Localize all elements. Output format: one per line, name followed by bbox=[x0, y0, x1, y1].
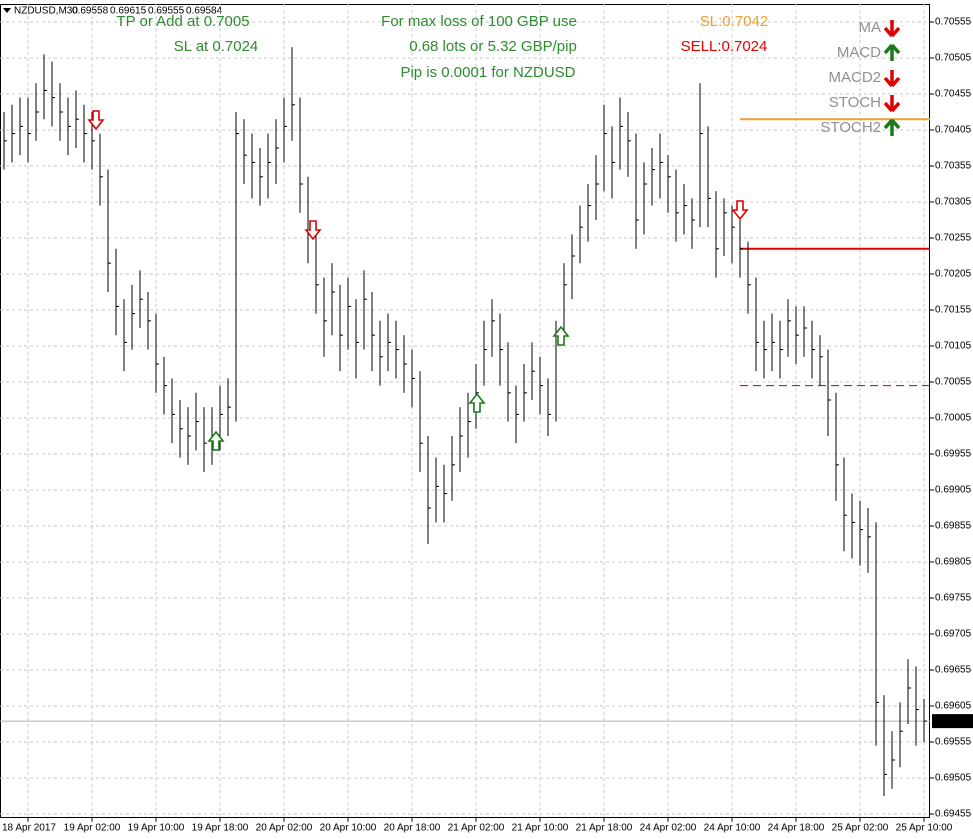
x-tick-label: 20 Apr 10:00 bbox=[320, 823, 377, 834]
y-tick-label: 0.70505 bbox=[935, 53, 972, 64]
buy-arrow bbox=[468, 392, 486, 413]
y-tick-label: 0.70455 bbox=[935, 89, 972, 100]
y-tick-label: 0.69905 bbox=[935, 485, 972, 496]
x-tick-label: 19 Apr 02:00 bbox=[64, 823, 121, 834]
annotation: SL:0.7042 bbox=[700, 13, 768, 30]
x-tick-label: 19 Apr 10:00 bbox=[128, 823, 185, 834]
symbol-icon bbox=[3, 8, 11, 13]
indicator-arrow bbox=[883, 118, 901, 136]
annotation: TP or Add at 0.7005 bbox=[116, 13, 249, 30]
indicator-arrow bbox=[883, 43, 901, 61]
y-tick-label: 0.70405 bbox=[935, 125, 972, 136]
buy-arrow bbox=[207, 430, 225, 451]
ohlc-value: 0.69584 bbox=[186, 6, 223, 17]
x-tick-label: 21 Apr 02:00 bbox=[448, 823, 505, 834]
annotation: Pip is 0.0001 for NZDUSD bbox=[400, 64, 575, 81]
x-tick-label: 25 Apr 02:00 bbox=[832, 823, 889, 834]
x-tick-label: 24 Apr 10:00 bbox=[704, 823, 761, 834]
x-tick-label: 20 Apr 18:00 bbox=[384, 823, 441, 834]
annotation: For max loss of 100 GBP use bbox=[381, 13, 577, 30]
y-tick-label: 0.70555 bbox=[935, 17, 972, 28]
ohlc-value: 0.69558 bbox=[72, 6, 109, 17]
y-tick-label: 0.70305 bbox=[935, 197, 972, 208]
x-tick-label: 21 Apr 10:00 bbox=[512, 823, 569, 834]
y-tick-label: 0.69455 bbox=[935, 809, 972, 820]
y-tick-label: 0.69755 bbox=[935, 593, 972, 604]
x-tick-label: 25 Apr 10:00 bbox=[896, 823, 953, 834]
sell-arrow bbox=[731, 200, 749, 221]
buy-arrow bbox=[552, 325, 570, 346]
y-tick-label: 0.70005 bbox=[935, 413, 972, 424]
y-tick-label: 0.70355 bbox=[935, 161, 972, 172]
indicator-name: STOCH2 bbox=[820, 119, 881, 136]
x-tick-label: 24 Apr 02:00 bbox=[640, 823, 697, 834]
y-tick-label: 0.69505 bbox=[935, 773, 972, 784]
current-price-box bbox=[932, 714, 973, 729]
y-tick-label: 0.70155 bbox=[935, 305, 972, 316]
sell-arrow bbox=[304, 220, 322, 241]
y-tick-label: 0.69805 bbox=[935, 557, 972, 568]
y-tick-label: 0.70105 bbox=[935, 341, 972, 352]
x-tick-label: 18 Apr 2017 bbox=[2, 823, 56, 834]
indicator-name: MA bbox=[859, 19, 882, 36]
indicator-name: MACD bbox=[837, 44, 881, 61]
x-tick-label: 19 Apr 18:00 bbox=[192, 823, 249, 834]
x-tick-label: 20 Apr 02:00 bbox=[256, 823, 313, 834]
y-tick-label: 0.70205 bbox=[935, 269, 972, 280]
y-tick-label: 0.69955 bbox=[935, 449, 972, 460]
y-tick-label: 0.69555 bbox=[935, 737, 972, 748]
annotation: SELL:0.7024 bbox=[681, 38, 768, 55]
y-tick-label: 0.69705 bbox=[935, 629, 972, 640]
y-tick-label: 0.70255 bbox=[935, 233, 972, 244]
indicator-name: STOCH bbox=[829, 94, 881, 111]
current-price-label: 0.69584 bbox=[935, 716, 972, 727]
annotation: SL at 0.7024 bbox=[174, 38, 259, 55]
indicator-arrow bbox=[883, 20, 901, 38]
indicator-arrow bbox=[883, 70, 901, 88]
x-tick-label: 24 Apr 18:00 bbox=[768, 823, 825, 834]
ohlc-value: 0.69555 bbox=[148, 6, 185, 17]
y-tick-label: 0.69855 bbox=[935, 521, 972, 532]
indicator-name: MACD2 bbox=[828, 69, 881, 86]
y-tick-label: 0.70055 bbox=[935, 377, 972, 388]
sell-arrow bbox=[87, 110, 105, 131]
indicator-arrow bbox=[883, 95, 901, 113]
annotation: 0.68 lots or 5.32 GBP/pip bbox=[409, 38, 577, 55]
y-tick-label: 0.69655 bbox=[935, 665, 972, 676]
y-tick-label: 0.69605 bbox=[935, 701, 972, 712]
plot-frame bbox=[0, 4, 930, 818]
ohlc-value: 0.69615 bbox=[110, 6, 147, 17]
x-tick-label: 21 Apr 18:00 bbox=[576, 823, 633, 834]
symbol: NZDUSD,M30 bbox=[14, 6, 78, 17]
